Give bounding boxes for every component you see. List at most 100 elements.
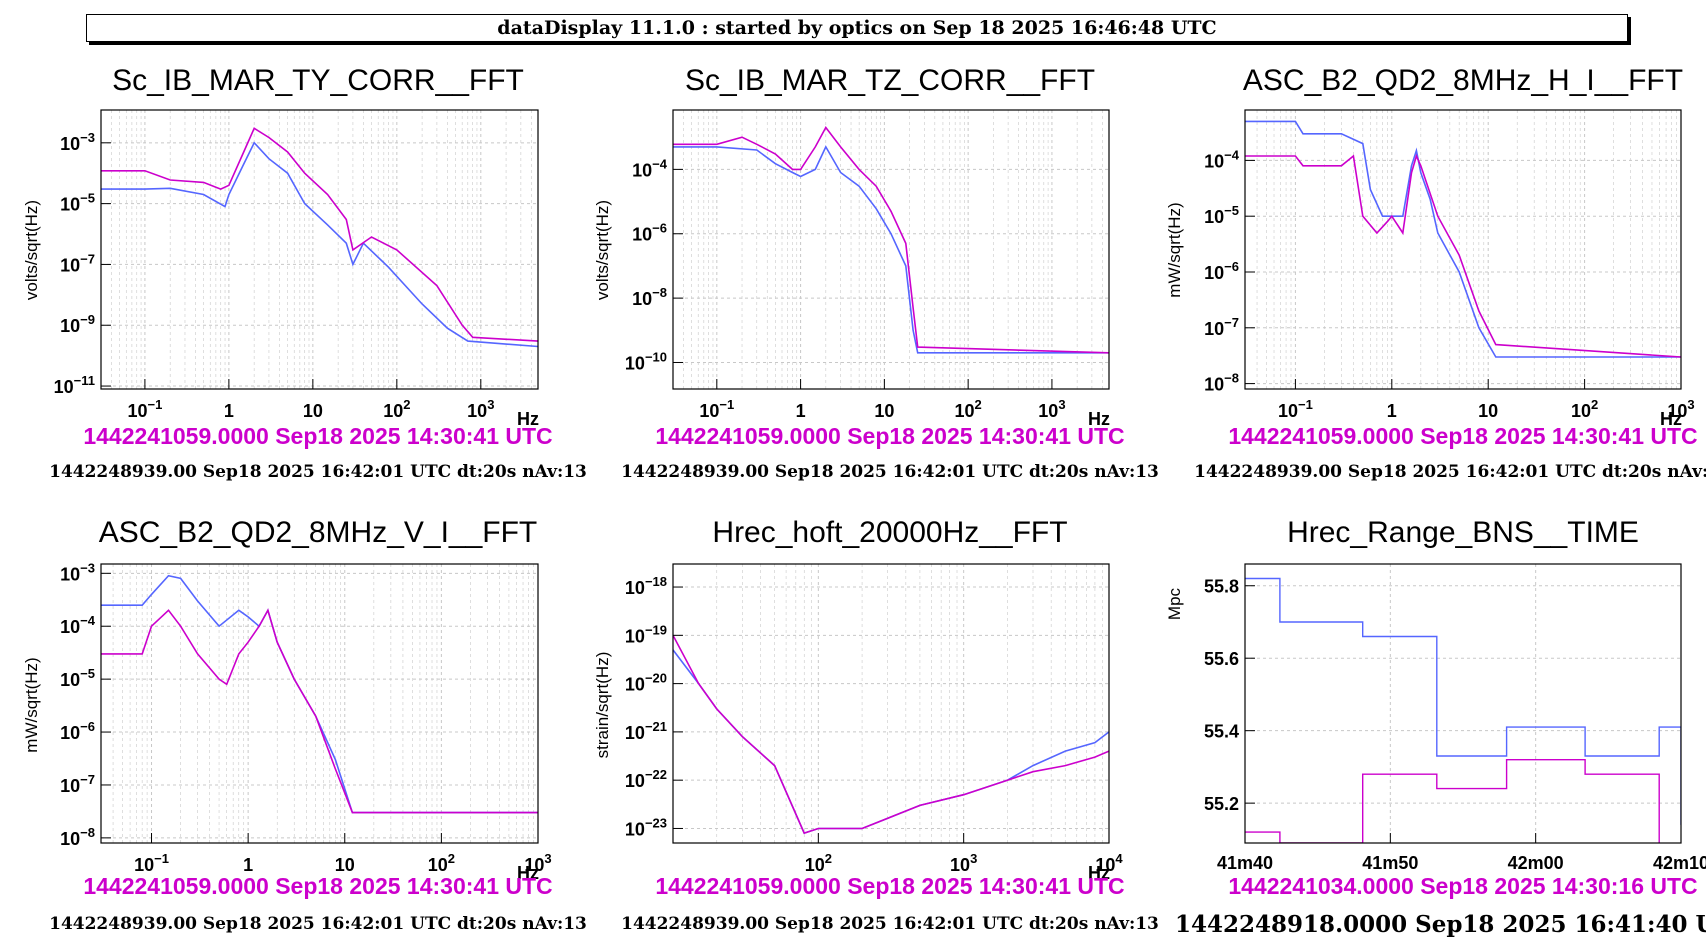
series-line-blue <box>1245 120 1681 358</box>
y-tick-label: 55.2 <box>1204 794 1239 814</box>
plot-title: Hrec_Range_BNS__TIME <box>1287 516 1639 549</box>
y-tick-label: 10−6 <box>60 719 95 743</box>
y-tick-label: 55.8 <box>1204 577 1239 597</box>
y-tick-label: 10−7 <box>1204 315 1239 339</box>
y-tick-label: 10−18 <box>625 574 667 598</box>
x-tick-label: 103 <box>1667 397 1694 421</box>
x-tick-label: 102 <box>1571 397 1598 421</box>
series-line-blue <box>101 141 538 348</box>
plot-frame <box>672 563 1110 844</box>
x-tick-label: 41m40 <box>1217 853 1273 873</box>
y-tick-label: 10−8 <box>60 825 95 849</box>
plot-frame <box>1244 563 1682 844</box>
timestamp-secondary: 1442248939.00 Sep18 2025 16:42:01 UTC dt… <box>621 462 1159 482</box>
y-tick-label: 55.4 <box>1204 722 1239 742</box>
y-tick-label: 55.6 <box>1204 649 1239 669</box>
series-line-magenta <box>673 634 1109 835</box>
plot-title: Hrec_hoft_20000Hz__FFT <box>712 516 1067 549</box>
y-axis-title: volts/sqrt(Hz) <box>593 200 612 300</box>
timestamp-primary: 1442241059.0000 Sep18 2025 14:30:41 UTC <box>83 873 552 899</box>
chart-p2: 10−1 1 10 102 103 Hz 10−10 10−8 10−6 10−4 Sc_IB_MA… <box>593 64 1159 482</box>
series-line-blue <box>1245 577 1681 825</box>
x-tick-label: 10−1 <box>127 397 162 421</box>
y-tick-label: 10−3 <box>60 560 95 584</box>
y-tick-label: 10−4 <box>632 156 668 180</box>
y-tick-label: 10−20 <box>625 671 667 695</box>
timestamp-primary: 1442241034.0000 Sep18 2025 14:30:16 UTC <box>1228 873 1697 899</box>
plot-frame <box>672 109 1110 390</box>
plot-title: ASC_B2_QD2_8MHz_V_I__FFT <box>99 516 538 549</box>
timestamp-secondary: 1442248939.00 Sep18 2025 16:42:01 UTC dt… <box>1194 462 1706 482</box>
x-tick-label: 1 <box>1387 401 1397 421</box>
chart-p6: 41m40 41m50 42m00 42m10 55.2 55.4 55.6 55.8 Hrec… <box>1165 516 1706 938</box>
grid-p6 <box>1244 564 1682 843</box>
plot-title: ASC_B2_QD2_8MHz_H_I__FFT <box>1243 64 1683 97</box>
timestamp-secondary: 1442248918.0000 Sep18 2025 16:41:40 UTC <box>1175 911 1706 938</box>
series-line-blue <box>673 145 1109 354</box>
grid-p2 <box>673 110 1109 389</box>
y-tick-label: 10−7 <box>60 772 95 796</box>
y-tick-label: 10−21 <box>625 719 667 743</box>
x-tick-label: 10 <box>874 401 894 421</box>
series-line-magenta <box>1245 759 1660 843</box>
series-line-blue <box>101 574 538 814</box>
timestamp-primary: 1442241059.0000 Sep18 2025 14:30:41 UTC <box>655 423 1124 449</box>
grid-p3 <box>1245 110 1681 389</box>
x-tick-label: 102 <box>805 851 832 875</box>
timestamp-secondary: 1442248939.00 Sep18 2025 16:42:01 UTC dt… <box>49 462 587 482</box>
series-line-magenta <box>101 608 538 814</box>
chart-p1: 10−1 1 10 102 103Hz10−1110−910−710−510−3Sc_I… <box>22 64 587 482</box>
y-tick-label: 10−7 <box>60 251 95 275</box>
series-line-blue <box>673 649 1109 835</box>
x-tick-label: 103 <box>524 851 551 875</box>
x-tick-label: 103 <box>1038 397 1065 421</box>
grid-p4 <box>101 564 538 843</box>
timestamp-primary: 1442241059.0000 Sep18 2025 14:30:41 UTC <box>1228 423 1697 449</box>
y-tick-label: 10−6 <box>1204 259 1239 283</box>
y-axis-title: mW/sqrt(Hz) <box>22 657 41 752</box>
y-tick-label: 10−4 <box>60 613 96 637</box>
timestamp-primary: 1442241059.0000 Sep18 2025 14:30:41 UTC <box>655 873 1124 899</box>
y-tick-label: 10−23 <box>625 815 667 839</box>
x-tick-label: 103 <box>950 851 977 875</box>
y-tick-label: 10−5 <box>60 666 95 690</box>
y-tick-label: 10−8 <box>632 285 667 309</box>
y-tick-label: 10−5 <box>60 191 95 215</box>
y-axis-title: mW/sqrt(Hz) <box>1165 202 1184 297</box>
x-axis-title: Hz <box>517 863 539 883</box>
plot-frame <box>1244 109 1682 390</box>
plot-title: Sc_IB_MAR_TZ_CORR__FFT <box>685 64 1095 97</box>
x-tick-label: 42m10 <box>1653 853 1706 873</box>
x-tick-label: 10 <box>1478 401 1498 421</box>
x-tick-label: 42m00 <box>1508 853 1564 873</box>
timestamp-secondary: 1442248939.00 Sep18 2025 16:42:01 UTC dt… <box>49 914 587 934</box>
x-axis-title: Hz <box>1088 863 1110 883</box>
y-axis-title: Mpc <box>1165 587 1184 620</box>
grid-p5 <box>673 564 1109 843</box>
x-tick-label: 10 <box>303 401 323 421</box>
x-tick-label: 103 <box>467 397 494 421</box>
x-tick-label: 102 <box>428 851 455 875</box>
x-tick-label: 1 <box>243 855 253 875</box>
y-tick-label: 10−6 <box>632 221 667 245</box>
y-tick-label: 10−5 <box>1204 203 1239 227</box>
y-tick-label: 10−4 <box>1204 147 1240 171</box>
y-tick-label: 10−11 <box>54 373 95 397</box>
y-axis-title: volts/sqrt(Hz) <box>22 200 41 300</box>
series-line-magenta <box>101 127 538 342</box>
y-tick-label: 10−10 <box>625 349 667 373</box>
y-axis-title: strain/sqrt(Hz) <box>593 652 612 759</box>
plot-title: Sc_IB_MAR_TY_CORR__FFT <box>112 64 524 97</box>
x-tick-label: 1 <box>224 401 234 421</box>
plot-frame <box>100 109 539 390</box>
x-axis-title: Hz <box>1660 409 1682 429</box>
x-tick-label: 41m50 <box>1362 853 1418 873</box>
x-axis-title: Hz <box>1088 409 1110 429</box>
x-tick-label: 10 <box>335 855 355 875</box>
timestamp-primary: 1442241059.0000 Sep18 2025 14:30:41 UTC <box>83 423 552 449</box>
timestamp-secondary: 1442248939.00 Sep18 2025 16:42:01 UTC dt… <box>621 914 1159 934</box>
x-tick-label: 104 <box>1095 851 1123 875</box>
